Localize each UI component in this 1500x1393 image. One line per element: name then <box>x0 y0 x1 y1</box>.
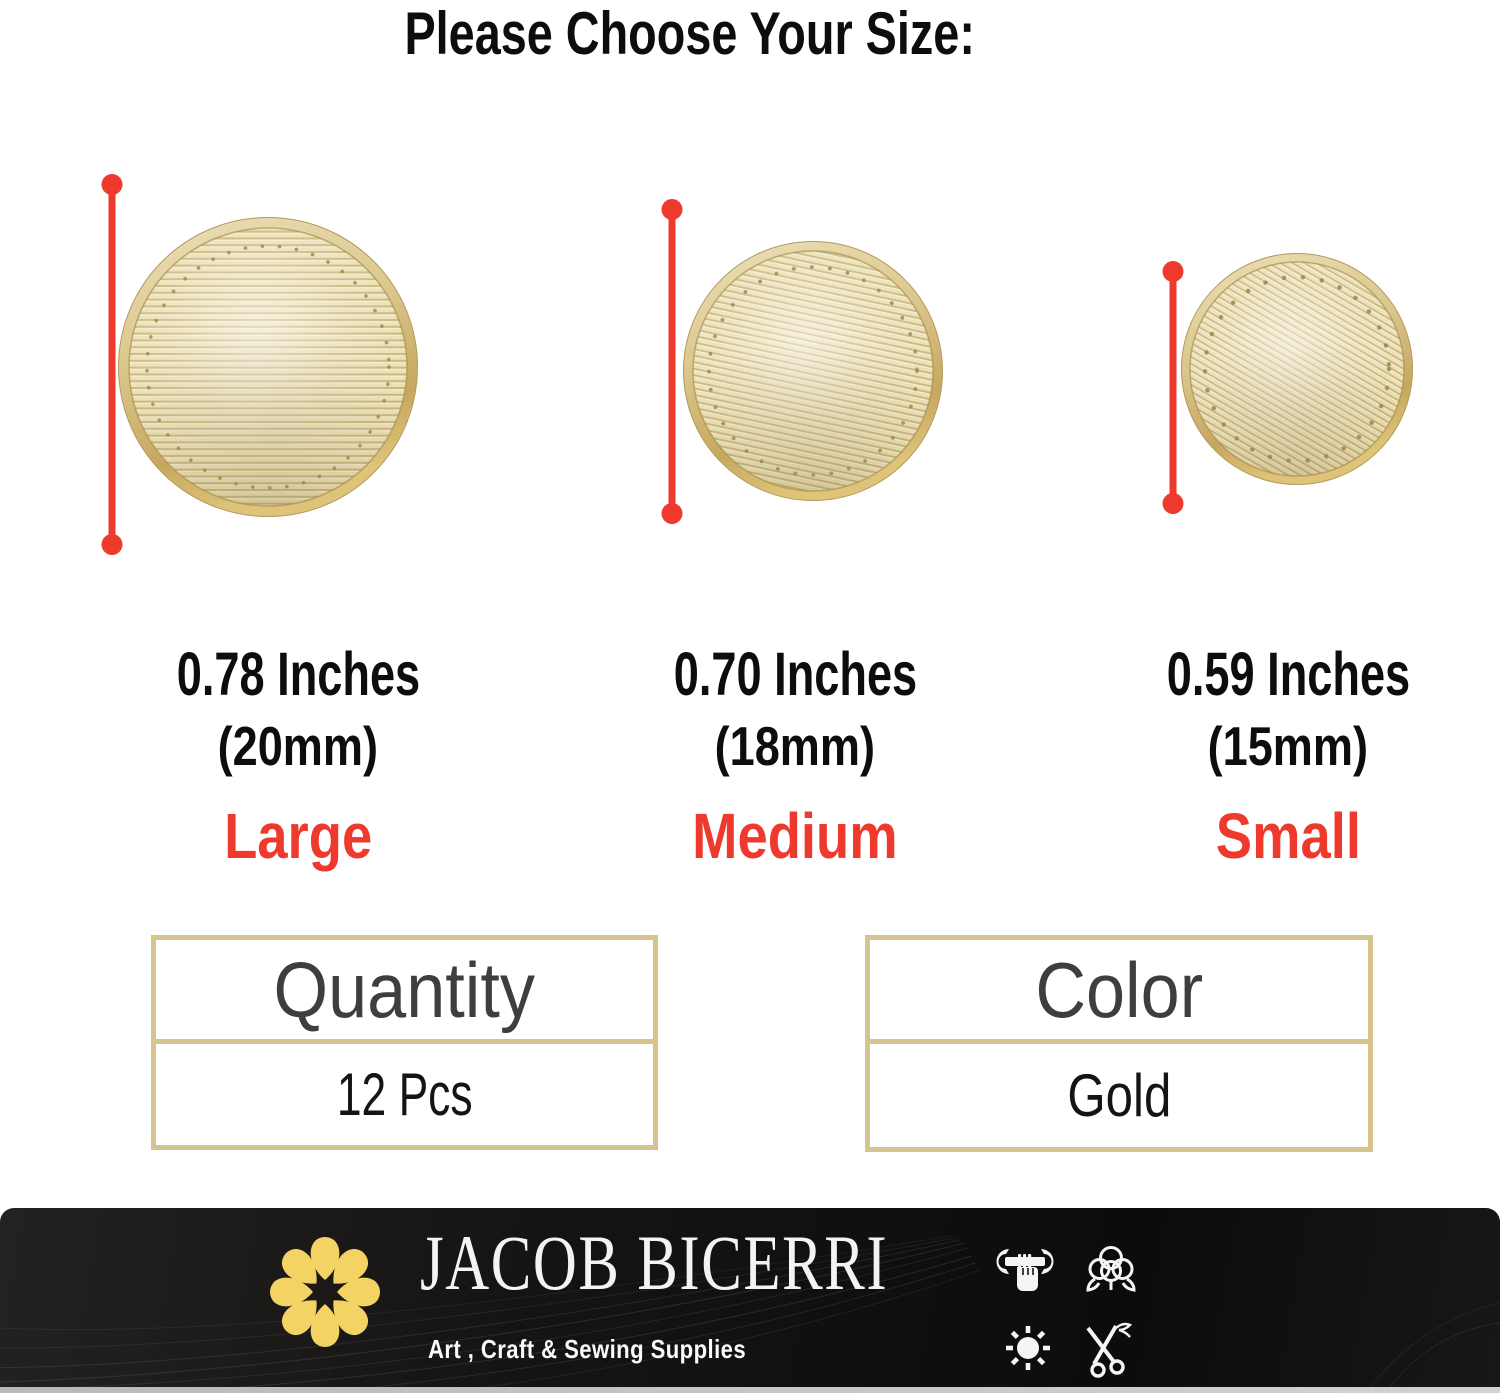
color-box: Color Gold <box>865 935 1373 1152</box>
size-mm-label: (15mm) <box>1207 715 1369 777</box>
size-name-label: Large <box>223 800 373 872</box>
button-image-medium[interactable] <box>683 241 943 506</box>
tools-icon <box>996 1249 1054 1291</box>
gold-button-small-icon <box>1181 253 1413 485</box>
scissors-icon <box>1086 1322 1133 1378</box>
size-name-label: Medium <box>692 800 898 872</box>
size-name-label: Small <box>1215 800 1361 872</box>
size-inches-label: 0.78 Inches <box>176 640 420 708</box>
quantity-label: Quantity <box>273 945 536 1034</box>
sun-icon <box>1006 1326 1050 1370</box>
bottom-edge-strip <box>0 1387 1500 1393</box>
page-title: Please Choose Your Size: <box>404 0 976 67</box>
gold-button-medium-icon <box>683 241 943 501</box>
measure-line-large <box>101 174 123 555</box>
measure-dot-icon <box>101 534 123 555</box>
color-value-cell: Gold <box>870 1044 1368 1147</box>
quantity-box: Quantity 12 Pcs <box>151 935 658 1150</box>
measure-line-medium <box>661 199 683 524</box>
measure-dot-icon <box>1162 493 1184 514</box>
button-image-small[interactable] <box>1181 253 1413 490</box>
brand-name: JACOB BICERRI <box>420 1219 889 1306</box>
measure-line-icon <box>108 183 116 546</box>
size-mm-label: (18mm) <box>714 715 876 777</box>
color-header: Color <box>870 940 1368 1044</box>
brand-footer: JACOB BICERRI Art , Craft & Sewing Suppl… <box>0 1208 1500 1387</box>
brand-tagline: Art , Craft & Sewing Supplies <box>428 1334 747 1364</box>
gold-button-large-icon <box>118 217 418 517</box>
color-value: Gold <box>1067 1061 1171 1129</box>
button-image-large[interactable] <box>118 217 418 522</box>
size-inches-label: 0.59 Inches <box>1166 640 1410 708</box>
cotton-icon <box>1086 1246 1136 1292</box>
measure-line-icon <box>668 208 676 515</box>
quantity-header: Quantity <box>156 940 653 1044</box>
quantity-value-cell: 12 Pcs <box>156 1044 653 1145</box>
color-label: Color <box>1035 945 1203 1034</box>
measure-line-small <box>1162 261 1184 514</box>
size-mm-label: (20mm) <box>217 715 379 777</box>
measure-line-icon <box>1169 270 1177 505</box>
quantity-value: 12 Pcs <box>336 1060 473 1128</box>
measure-dot-icon <box>661 503 683 524</box>
flower-logo-icon <box>270 1237 380 1347</box>
thread-lines-decoration <box>0 1235 1500 1387</box>
size-inches-label: 0.70 Inches <box>673 640 917 708</box>
